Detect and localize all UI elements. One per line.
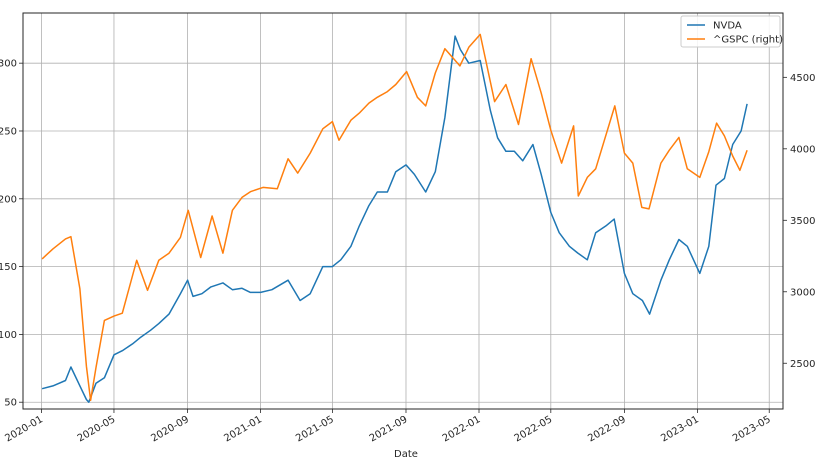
x-tick-label: 2022-05 [513,414,555,444]
y-axis-right: 2500 3000 3500 4000 4500 [783,73,815,370]
x-tick-label: 2021-05 [294,414,336,444]
y-left-tick-label: 150 [0,262,17,273]
y-left-tick-label: 250 [0,126,17,137]
y-right-tick-label: 4000 [790,144,815,155]
x-axis: 2020-01 2020-05 2020-09 2021-01 2021-05 2021-… [3,409,773,444]
series-layer [41,33,748,403]
y-right-tick-label: 4500 [790,73,815,84]
y-right-tick-label: 2500 [790,359,815,370]
x-tick-label: 2020-09 [149,414,191,444]
x-tick-label: 2023-05 [731,414,773,444]
x-axis-label: Date [394,449,418,460]
x-tick-label: 2020-05 [76,414,118,444]
y-right-tick-label: 3000 [790,287,815,298]
y-left-tick-label: 200 [0,194,17,205]
y-axis-left: 50 100 150 200 250 300 [0,59,23,409]
grid [23,13,783,409]
legend-label-gspc: ^GSPC (right) [713,35,783,46]
y-right-tick-label: 3500 [790,216,815,227]
x-tick-label: 2020-01 [3,414,45,444]
legend-label-nvda: NVDA [713,21,742,32]
y-left-tick-label: 300 [0,59,17,70]
x-tick-label: 2021-09 [368,414,410,444]
legend-box [680,15,781,48]
y-left-tick-label: 100 [0,330,17,341]
gspc-line [41,33,748,402]
plot-frame [22,12,784,410]
x-tick-label: 2023-01 [659,414,701,444]
x-tick-label: 2022-09 [586,414,628,444]
x-tick-label: 2022-01 [441,414,483,444]
x-tick-label: 2021-01 [222,414,264,444]
nvda-line [41,35,748,403]
y-left-tick-label: 50 [4,398,17,409]
legend: NVDA ^GSPC (right) [680,15,783,48]
